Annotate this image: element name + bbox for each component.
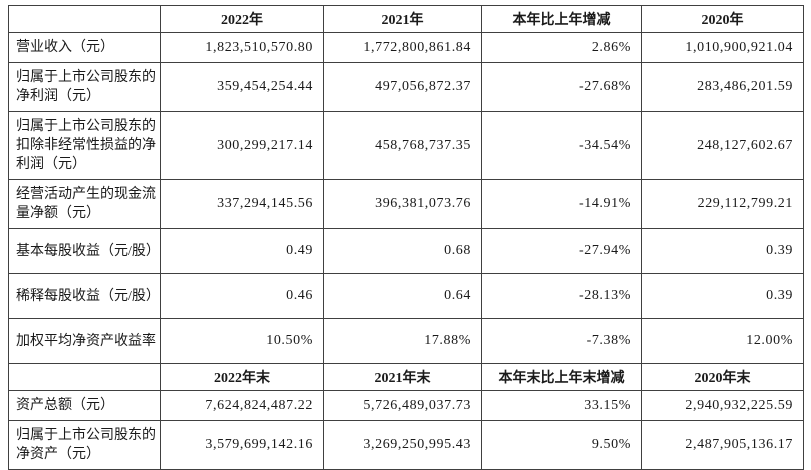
header-empty-cell [8,5,161,33]
row-label: 稀释每股收益（元/股） [8,273,161,319]
value-cell: 5,726,489,037.73 [323,390,482,421]
row-diluted-eps: 稀释每股收益（元/股） 0.46 0.64 -28.13% 0.39 [8,273,804,319]
header-year-end-2021: 2021年末 [323,363,482,391]
value-cell: 359,454,254.44 [160,62,324,112]
value-cell: 2,940,932,225.59 [641,390,804,421]
value-cell: 10.50% [160,318,324,364]
row-label: 资产总额（元） [8,390,161,421]
header-year-2022: 2022年 [160,5,324,33]
value-cell: 0.64 [323,273,482,319]
row-label: 营业收入（元） [8,32,161,63]
row-net-assets: 归属于上市公司股东的净资产（元） 3,579,699,142.16 3,269,… [8,420,804,470]
value-cell: 1,010,900,921.04 [641,32,804,63]
row-label: 加权平均净资产收益率 [8,318,161,364]
value-cell: 0.39 [641,273,804,319]
change-cell: 2.86% [481,32,642,63]
row-weighted-avg-roe: 加权平均净资产收益率 10.50% 17.88% -7.38% 12.00% [8,318,804,364]
value-cell: 3,579,699,142.16 [160,420,324,470]
value-cell: 0.39 [641,228,804,274]
change-cell: 33.15% [481,390,642,421]
row-net-profit: 归属于上市公司股东的净利润（元） 359,454,254.44 497,056,… [8,62,804,112]
value-cell: 3,269,250,995.43 [323,420,482,470]
value-cell: 17.88% [323,318,482,364]
header-year-2021: 2021年 [323,5,482,33]
value-cell: 0.68 [323,228,482,274]
change-cell: 9.50% [481,420,642,470]
value-cell: 2,487,905,136.17 [641,420,804,470]
annual-header-row: 2022年 2021年 本年比上年增减 2020年 [8,5,804,33]
row-label: 归属于上市公司股东的扣除非经常性损益的净利润（元） [8,111,161,180]
row-total-assets: 资产总额（元） 7,624,824,487.22 5,726,489,037.7… [8,390,804,421]
value-cell: 7,624,824,487.22 [160,390,324,421]
value-cell: 1,772,800,861.84 [323,32,482,63]
change-cell: -27.68% [481,62,642,112]
change-cell: -7.38% [481,318,642,364]
row-operating-cash-flow: 经营活动产生的现金流量净额（元） 337,294,145.56 396,381,… [8,179,804,229]
value-cell: 0.49 [160,228,324,274]
value-cell: 458,768,737.35 [323,111,482,180]
header-year-end-change: 本年末比上年末增减 [481,363,642,391]
row-label: 归属于上市公司股东的净利润（元） [8,62,161,112]
value-cell: 300,299,217.14 [160,111,324,180]
header-empty-cell [8,363,161,391]
header-yoy-change: 本年比上年增减 [481,5,642,33]
value-cell: 12.00% [641,318,804,364]
value-cell: 229,112,799.21 [641,179,804,229]
header-year-end-2022: 2022年末 [160,363,324,391]
value-cell: 0.46 [160,273,324,319]
value-cell: 396,381,073.76 [323,179,482,229]
value-cell: 337,294,145.56 [160,179,324,229]
year-end-header-row: 2022年末 2021年末 本年末比上年末增减 2020年末 [8,363,804,391]
value-cell: 1,823,510,570.80 [160,32,324,63]
value-cell: 283,486,201.59 [641,62,804,112]
row-net-profit-deducted: 归属于上市公司股东的扣除非经常性损益的净利润（元） 300,299,217.14… [8,111,804,180]
change-cell: -34.54% [481,111,642,180]
row-label: 基本每股收益（元/股） [8,228,161,274]
value-cell: 497,056,872.37 [323,62,482,112]
row-revenue: 营业收入（元） 1,823,510,570.80 1,772,800,861.8… [8,32,804,63]
change-cell: -27.94% [481,228,642,274]
row-label: 经营活动产生的现金流量净额（元） [8,179,161,229]
change-cell: -28.13% [481,273,642,319]
row-basic-eps: 基本每股收益（元/股） 0.49 0.68 -27.94% 0.39 [8,228,804,274]
row-label: 归属于上市公司股东的净资产（元） [8,420,161,470]
change-cell: -14.91% [481,179,642,229]
header-year-2020: 2020年 [641,5,804,33]
value-cell: 248,127,602.67 [641,111,804,180]
financial-summary-table: 2022年 2021年 本年比上年增减 2020年 营业收入（元） 1,823,… [8,5,804,470]
header-year-end-2020: 2020年末 [641,363,804,391]
